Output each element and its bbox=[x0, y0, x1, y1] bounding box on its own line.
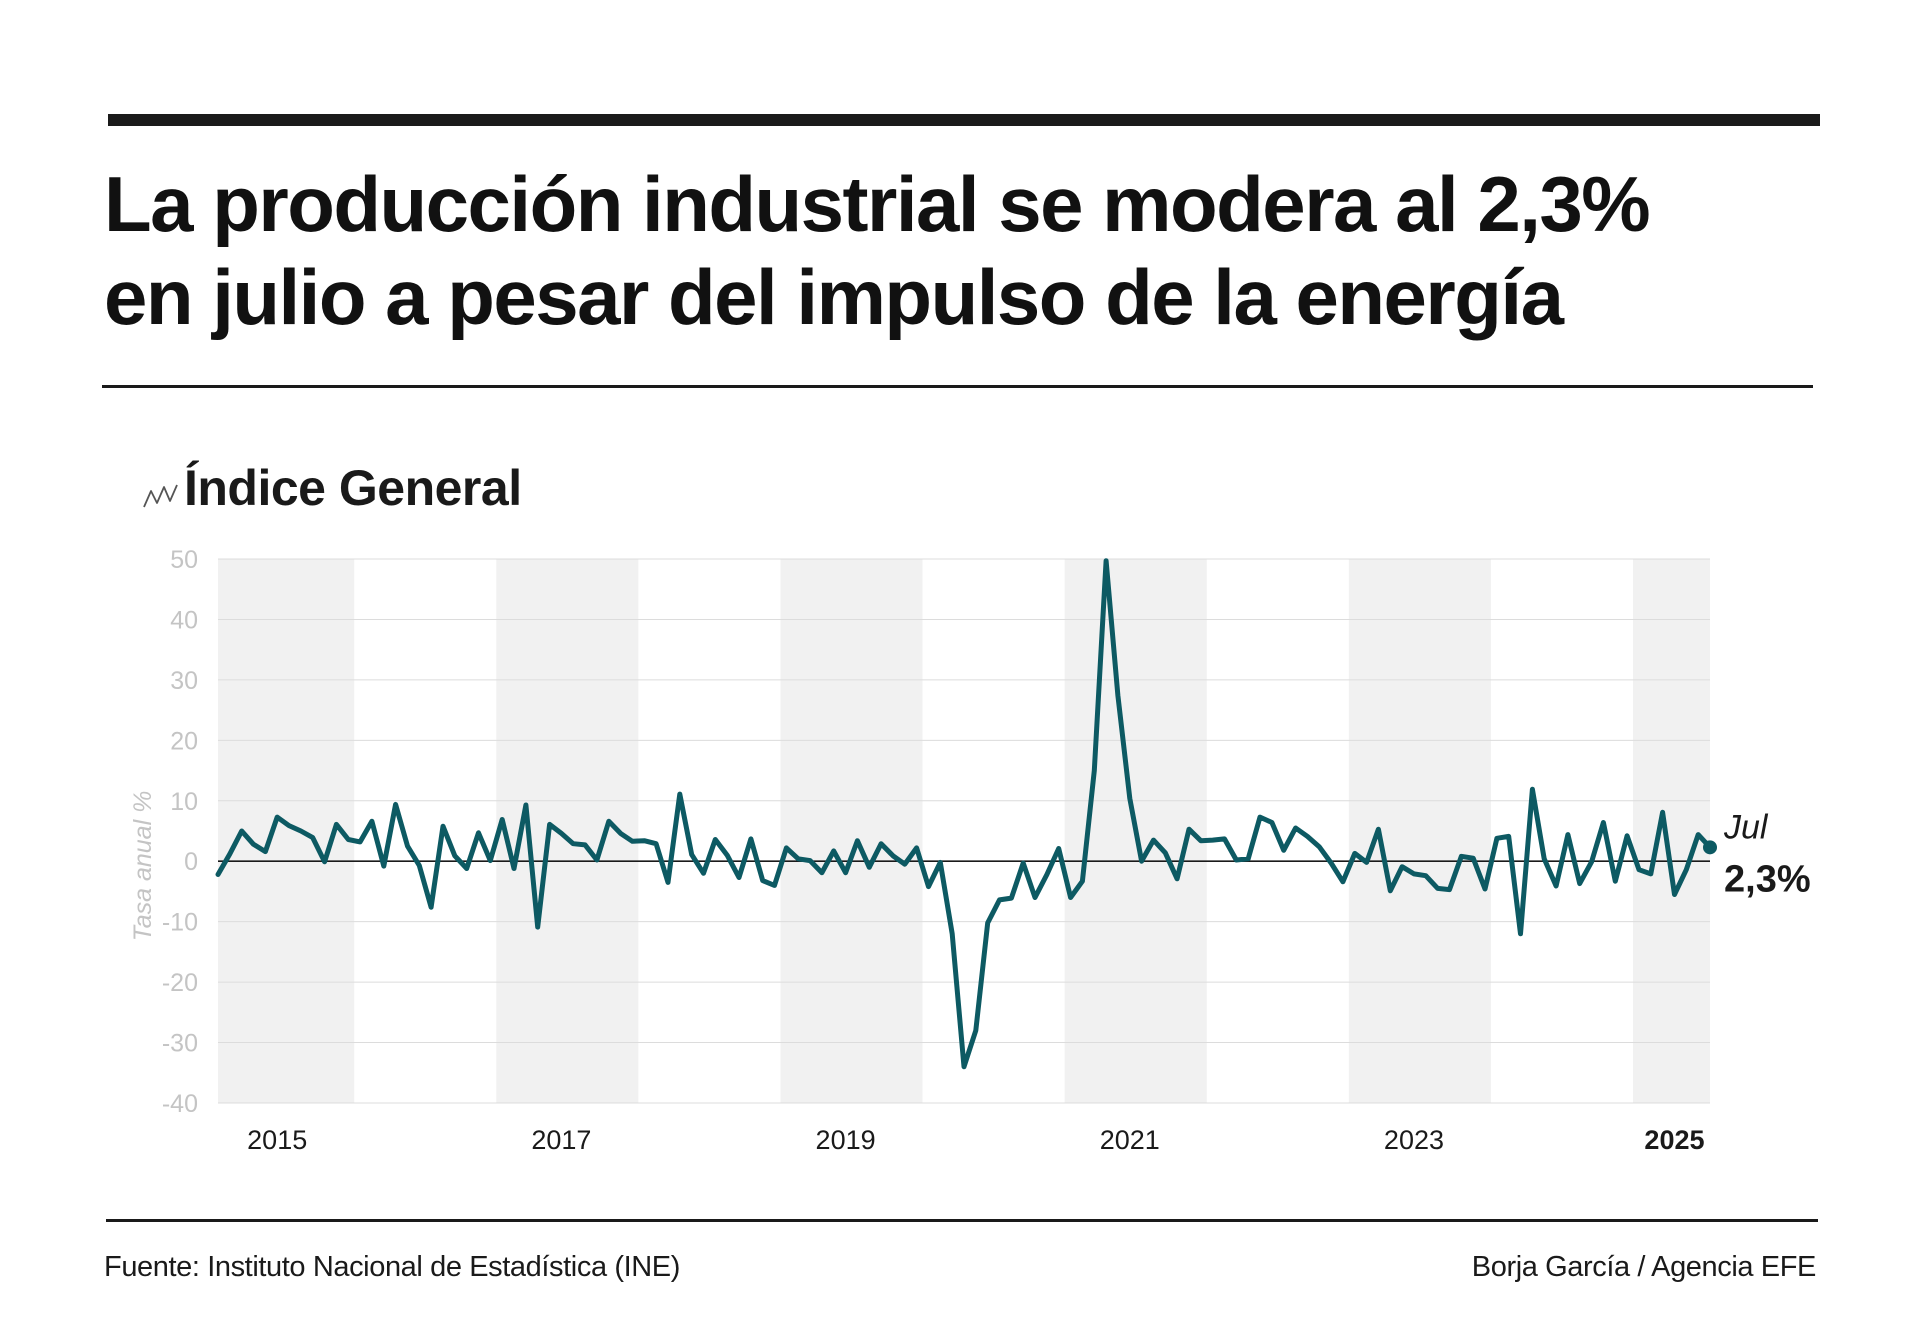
x-tick-label-2023: 2023 bbox=[1384, 1125, 1444, 1155]
y-tick-label: 10 bbox=[170, 788, 198, 816]
y-tick-label: -20 bbox=[162, 969, 198, 997]
y-tick-label: 30 bbox=[170, 667, 198, 695]
annotation-value: 2,3% bbox=[1724, 858, 1811, 900]
top-rule bbox=[108, 114, 1820, 126]
y-axis-label: Tasa anual % bbox=[129, 791, 157, 942]
year-band-2025 bbox=[1633, 559, 1710, 1103]
y-tick-label: 50 bbox=[170, 546, 198, 574]
x-tick-label-2019: 2019 bbox=[816, 1125, 876, 1155]
headline: La producción industrial se modera al 2,… bbox=[104, 158, 1844, 344]
line-chart-icon bbox=[143, 484, 178, 508]
year-band-2023 bbox=[1348, 559, 1491, 1103]
last-point-marker bbox=[1703, 840, 1717, 855]
y-tick-label: -30 bbox=[162, 1030, 198, 1058]
annotation-month: Jul bbox=[1723, 808, 1769, 846]
y-tick-label: 0 bbox=[184, 848, 198, 876]
credit-note: Borja García / Agencia EFE bbox=[1471, 1251, 1817, 1283]
headline-divider bbox=[102, 385, 1813, 388]
y-tick-label: -10 bbox=[162, 909, 198, 937]
x-tick-label-2015: 2015 bbox=[247, 1125, 307, 1155]
source-note: Fuente: Instituto Nacional de Estadístic… bbox=[104, 1251, 680, 1283]
y-tick-label: 40 bbox=[170, 606, 198, 634]
year-band-2019 bbox=[780, 559, 923, 1103]
x-tick-label-2025: 2025 bbox=[1644, 1125, 1704, 1155]
y-tick-label: -40 bbox=[162, 1090, 198, 1118]
footer-divider bbox=[106, 1219, 1818, 1222]
chart-subtitle: Índice General bbox=[184, 460, 522, 516]
x-tick-label-2021: 2021 bbox=[1100, 1125, 1160, 1155]
headline-line-1: La producción industrial se modera al 2,… bbox=[104, 160, 1651, 248]
line-chart: 50 40 30 20 10 0 -10 -20 -30 -40 Tasa anual % 2015 2… bbox=[129, 546, 1811, 1155]
y-tick-label: 20 bbox=[170, 727, 198, 755]
chart-subtitle-row: Índice General bbox=[142, 458, 522, 518]
x-tick-label-2017: 2017 bbox=[531, 1125, 591, 1155]
headline-line-2: en julio a pesar del impulso de la energ… bbox=[104, 253, 1564, 341]
series-line bbox=[215, 558, 1713, 1070]
